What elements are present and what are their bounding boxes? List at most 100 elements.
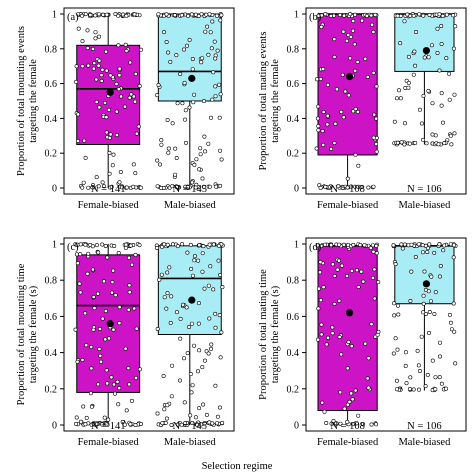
data-point bbox=[80, 13, 85, 18]
data-point bbox=[189, 12, 194, 17]
y-axis-label-line: Proportion of total mounting time bbox=[16, 263, 27, 405]
data-point bbox=[422, 269, 427, 274]
data-point bbox=[155, 411, 160, 416]
data-point bbox=[166, 146, 171, 151]
data-point bbox=[180, 242, 185, 247]
data-point bbox=[437, 354, 442, 359]
data-point bbox=[361, 422, 366, 427]
y-tick-label: 0 bbox=[294, 421, 299, 432]
sample-size-label: N = 106 bbox=[407, 184, 442, 195]
data-point bbox=[111, 268, 116, 273]
y-tick-label: 0 bbox=[52, 421, 57, 432]
jitter-points bbox=[155, 12, 224, 191]
data-point bbox=[217, 115, 222, 120]
data-point bbox=[201, 244, 206, 249]
data-point bbox=[74, 64, 79, 69]
panel-b: N = 108 Female-biased N = 106 Male-biased 0 0… bbox=[258, 7, 467, 211]
iqr-box bbox=[394, 13, 455, 72]
data-point bbox=[174, 156, 179, 161]
data-point bbox=[430, 132, 435, 137]
data-point bbox=[406, 54, 411, 59]
data-point bbox=[76, 26, 81, 31]
data-point bbox=[451, 243, 456, 248]
data-point bbox=[90, 267, 95, 272]
data-point bbox=[139, 421, 144, 426]
data-point bbox=[191, 100, 196, 105]
data-point bbox=[213, 56, 218, 61]
data-point bbox=[133, 71, 138, 76]
data-point bbox=[324, 342, 329, 347]
data-point bbox=[120, 185, 125, 190]
data-point bbox=[116, 87, 121, 92]
data-point bbox=[437, 12, 442, 17]
data-point bbox=[453, 24, 458, 29]
data-point bbox=[86, 251, 91, 256]
data-point bbox=[100, 180, 105, 185]
data-point bbox=[124, 13, 129, 18]
data-point bbox=[123, 42, 128, 47]
data-point bbox=[355, 59, 360, 64]
jitter-points bbox=[391, 242, 458, 393]
data-point bbox=[155, 326, 160, 331]
data-point bbox=[321, 110, 326, 115]
data-point bbox=[417, 12, 422, 17]
data-point bbox=[174, 53, 179, 58]
data-point bbox=[127, 255, 132, 260]
box-group-female-biased: N = 108 Female-biased bbox=[315, 242, 381, 448]
data-point bbox=[130, 262, 135, 267]
y-tick-label: 0.6 bbox=[45, 79, 58, 90]
data-point bbox=[89, 404, 94, 409]
data-point bbox=[96, 382, 101, 387]
data-point bbox=[402, 19, 407, 24]
data-point bbox=[421, 93, 426, 98]
data-point bbox=[190, 56, 195, 61]
data-point bbox=[419, 334, 424, 339]
data-point bbox=[164, 12, 169, 17]
data-point bbox=[218, 148, 223, 153]
data-point bbox=[134, 131, 139, 136]
data-point bbox=[209, 46, 214, 51]
data-point bbox=[353, 107, 358, 112]
data-point bbox=[103, 308, 108, 313]
data-point bbox=[395, 13, 400, 18]
data-point bbox=[208, 30, 213, 35]
data-point bbox=[137, 243, 142, 248]
data-point bbox=[403, 350, 408, 355]
data-point bbox=[424, 141, 429, 146]
data-point bbox=[104, 115, 109, 120]
data-point bbox=[131, 162, 136, 167]
data-point bbox=[104, 368, 109, 373]
data-point bbox=[329, 243, 334, 248]
data-point bbox=[393, 336, 398, 341]
data-point bbox=[162, 242, 167, 247]
data-point bbox=[103, 337, 108, 342]
data-point bbox=[104, 12, 109, 17]
data-point bbox=[394, 96, 399, 101]
jitter-points bbox=[154, 242, 225, 427]
data-point bbox=[196, 185, 201, 190]
data-point bbox=[349, 344, 354, 349]
data-point bbox=[321, 67, 326, 72]
data-point bbox=[81, 404, 86, 409]
panel-c: N = 141 Female-biased N = 145 Male-biased 0 0… bbox=[16, 237, 235, 448]
data-point bbox=[164, 416, 169, 421]
mean-point bbox=[346, 309, 354, 317]
data-point bbox=[314, 146, 319, 151]
data-point bbox=[173, 146, 178, 151]
data-point bbox=[430, 358, 435, 363]
iqr-box bbox=[157, 13, 222, 102]
data-point bbox=[182, 400, 187, 405]
data-point bbox=[354, 268, 359, 273]
y-axis-label-line: Proportion of total mating events bbox=[258, 32, 269, 171]
data-point bbox=[217, 82, 222, 87]
data-point bbox=[91, 294, 96, 299]
data-point bbox=[192, 258, 197, 263]
data-point bbox=[448, 320, 453, 325]
data-point bbox=[340, 185, 345, 190]
data-point bbox=[113, 391, 118, 396]
data-point bbox=[452, 329, 457, 334]
data-point bbox=[188, 413, 193, 418]
data-point bbox=[186, 13, 191, 18]
data-point bbox=[155, 246, 160, 251]
data-point bbox=[184, 140, 189, 145]
